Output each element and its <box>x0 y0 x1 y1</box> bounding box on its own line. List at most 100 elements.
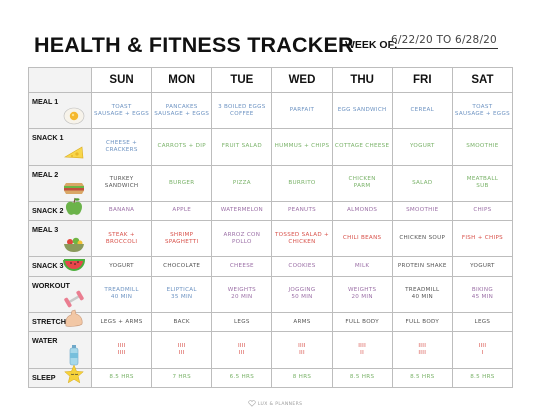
heart-logo-icon <box>248 400 256 407</box>
cell-snack-3-mon[interactable]: CHOCOLATE <box>151 256 213 277</box>
cell-snack-1-tue[interactable]: FRUIT SALAD <box>211 128 273 166</box>
cell-stretch-sat[interactable]: LEGS <box>451 312 514 333</box>
cell-meal-1-mon[interactable]: PANCAKES SAUSAGE + EGGS <box>151 91 213 130</box>
cell-entry: BURRITO <box>288 179 316 186</box>
tracker-row-snack-1: SNACK 1 CHEESE + CRACKERS CARROTS + DIP FRU… <box>28 128 514 166</box>
cell-snack-1-wed[interactable]: HUMMUS + CHIPS <box>271 128 333 166</box>
cell-meal-1-fri[interactable]: CEREAL <box>391 91 453 130</box>
cell-entry: SALAD <box>412 179 433 186</box>
cell-meal-2-mon[interactable]: BURGER <box>151 164 213 202</box>
cell-meal-2-wed[interactable]: BURRITO <box>271 164 333 202</box>
cell-entry: WEIGHTS 20 MIN <box>227 287 257 301</box>
cell-water-thu[interactable]: IIII II <box>331 331 393 369</box>
cell-stretch-wed[interactable]: ARMS <box>271 312 333 333</box>
cell-meal-2-thu[interactable]: CHICKEN PARM <box>331 164 393 202</box>
cell-meal-3-tue[interactable]: ARROZ CON POLLO <box>211 220 273 258</box>
cell-snack-3-thu[interactable]: MILK <box>331 256 393 277</box>
cell-entry: BACK <box>173 318 190 325</box>
cell-meal-1-sat[interactable]: TOAST SAUSAGE + EGGS <box>451 91 514 130</box>
cell-meal-2-sun[interactable]: TURKEY SANDWICH <box>90 164 153 202</box>
cell-meal-3-sat[interactable]: FISH + CHIPS <box>451 220 514 258</box>
cell-meal-3-mon[interactable]: SHRIMP SPAGHETTI <box>151 220 213 258</box>
cell-entry: CARROTS + DIP <box>157 143 206 150</box>
day-header-sun: SUN <box>90 67 153 93</box>
cell-entry: PIZZA <box>232 179 251 186</box>
cell-meal-3-fri[interactable]: CHICKEN SOUP <box>391 220 453 258</box>
cell-sleep-mon[interactable]: 7 HRS <box>151 367 213 389</box>
cell-snack-3-sat[interactable]: YOGURT <box>451 256 514 277</box>
cell-snack-3-fri[interactable]: PROTEIN SHAKE <box>391 256 453 277</box>
cell-entry: CHIPS <box>473 207 492 214</box>
week-value-field[interactable]: 6/22/20 TO 6/28/20 <box>390 33 498 49</box>
cell-water-mon[interactable]: IIII III <box>151 331 213 369</box>
cell-entry: IIII IIII <box>117 342 126 356</box>
cell-meal-3-sun[interactable]: STEAK + BROCCOLI <box>90 220 153 258</box>
row-label: SNACK 1 <box>32 133 64 143</box>
day-header-row: SUN MON TUE WED THU FRI SAT <box>28 67 514 93</box>
cell-entry: CHEESE <box>229 263 254 270</box>
cell-snack-1-sat[interactable]: SMOOTHIE <box>451 128 514 166</box>
cell-meal-2-fri[interactable]: SALAD <box>391 164 453 202</box>
cell-workout-tue[interactable]: WEIGHTS 20 MIN <box>211 275 273 314</box>
row-header-meal-3: MEAL 3 <box>28 220 92 258</box>
cell-snack-3-sun[interactable]: YOGURT <box>90 256 153 277</box>
cell-meal-2-sat[interactable]: MEATBALL SUB <box>451 164 514 202</box>
cell-workout-fri[interactable]: TREADMILL 40 MIN <box>391 275 453 314</box>
row-header-snack-1: SNACK 1 <box>28 128 92 166</box>
cell-snack-2-sun[interactable]: BANANA <box>90 200 153 222</box>
cell-water-sun[interactable]: IIII IIII <box>90 331 153 369</box>
cell-stretch-fri[interactable]: FULL BODY <box>391 312 453 333</box>
cell-snack-1-mon[interactable]: CARROTS + DIP <box>151 128 213 166</box>
cell-meal-1-wed[interactable]: PARFAIT <box>271 91 333 130</box>
cell-meal-3-wed[interactable]: TOSSED SALAD + CHICKEN <box>271 220 333 258</box>
cell-meal-1-thu[interactable]: EGG SANDWICH <box>331 91 393 130</box>
tracker-row-snack-3: SNACK 3 YOGURT CHOCOLATE CHEESE COOKIES MILK P… <box>28 256 514 277</box>
cell-snack-1-sun[interactable]: CHEESE + CRACKERS <box>90 128 153 166</box>
cell-water-wed[interactable]: IIII III <box>271 331 333 369</box>
cell-workout-mon[interactable]: ELIPTICAL 35 MIN <box>151 275 213 314</box>
cell-sleep-sun[interactable]: 8.5 HRS <box>90 367 153 389</box>
cell-snack-1-thu[interactable]: COTTAGE CHEESE <box>331 128 393 166</box>
sleeping-star-icon <box>62 363 86 385</box>
cell-sleep-sat[interactable]: 8.5 HRS <box>451 367 514 389</box>
cell-water-tue[interactable]: IIII III <box>211 331 273 369</box>
cell-workout-sun[interactable]: TREADMILL 40 MIN <box>90 275 153 314</box>
cell-workout-thu[interactable]: WEIGHTS 20 MIN <box>331 275 393 314</box>
cell-sleep-thu[interactable]: 8.5 HRS <box>331 367 393 389</box>
cell-water-fri[interactable]: IIII IIII <box>391 331 453 369</box>
cell-entry: ALMONDS <box>346 207 378 214</box>
cell-workout-sat[interactable]: BIKING 45 MIN <box>451 275 514 314</box>
cell-meal-1-tue[interactable]: 3 BOILED EGGS COFFEE <box>211 91 273 130</box>
cell-entry: 8.5 HRS <box>349 374 375 381</box>
cell-water-sat[interactable]: IIII I <box>451 331 514 369</box>
cell-workout-wed[interactable]: JOGGING 50 MIN <box>271 275 333 314</box>
cell-snack-3-wed[interactable]: COOKIES <box>271 256 333 277</box>
cell-sleep-tue[interactable]: 6.5 HRS <box>211 367 273 389</box>
cell-snack-2-mon[interactable]: APPLE <box>151 200 213 222</box>
cell-sleep-fri[interactable]: 8.5 HRS <box>391 367 453 389</box>
cell-stretch-tue[interactable]: LEGS <box>211 312 273 333</box>
cell-snack-2-thu[interactable]: ALMONDS <box>331 200 393 222</box>
cell-meal-2-tue[interactable]: PIZZA <box>211 164 273 202</box>
row-label: MEAL 1 <box>32 97 59 106</box>
cell-sleep-wed[interactable]: 8 HRS <box>271 367 333 389</box>
cell-entry: 8.5 HRS <box>109 374 134 381</box>
cell-snack-2-wed[interactable]: PEANUTS <box>271 200 333 222</box>
cell-snack-2-sat[interactable]: CHIPS <box>451 200 514 222</box>
cell-meal-3-thu[interactable]: CHILI BEANS <box>331 220 393 258</box>
cell-snack-1-fri[interactable]: YOGURT <box>391 128 453 166</box>
cell-snack-3-tue[interactable]: CHEESE <box>211 256 273 277</box>
page-title: HEALTH & FITNESS TRACKER <box>34 33 354 57</box>
cell-entry: COTTAGE CHEESE <box>334 143 390 150</box>
cell-stretch-mon[interactable]: BACK <box>151 312 213 333</box>
cell-entry: ARROZ CON POLLO <box>223 231 261 245</box>
cell-stretch-thu[interactable]: FULL BODY <box>331 312 393 333</box>
cell-entry: LEGS + ARMS <box>100 318 143 325</box>
cell-stretch-sun[interactable]: LEGS + ARMS <box>90 312 153 333</box>
cell-snack-2-tue[interactable]: WATERMELON <box>211 200 273 222</box>
row-label: WORKOUT <box>32 280 70 290</box>
cell-meal-1-sun[interactable]: TOAST SAUSAGE + EGGS <box>90 91 153 130</box>
cell-snack-2-fri[interactable]: SMOOTHIE <box>391 200 453 222</box>
cell-entry: YOGURT <box>409 143 435 150</box>
cell-entry: CHICKEN PARM <box>348 176 376 190</box>
